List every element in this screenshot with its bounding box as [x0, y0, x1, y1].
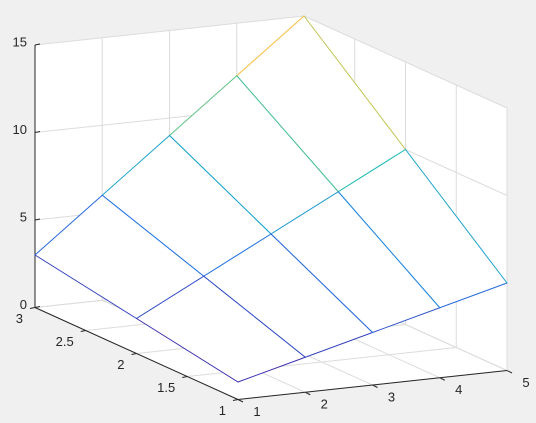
x-tick [305, 391, 311, 396]
mesh-edge [337, 191, 441, 309]
z-tick-label: 0 [20, 297, 27, 312]
mesh-edge [136, 275, 205, 319]
z-tick [34, 43, 41, 46]
mesh-face [169, 75, 339, 234]
mesh-face [203, 234, 373, 358]
x-axis [237, 370, 508, 400]
x-tick-label: 1 [253, 404, 260, 419]
mesh-face [136, 276, 306, 382]
x-tick [372, 384, 378, 388]
mesh-edge [34, 194, 103, 256]
mesh-edge [169, 75, 238, 136]
mesh-face [35, 195, 204, 319]
mesh-edge [169, 135, 272, 235]
mesh-edge [304, 332, 373, 358]
mesh-edge [101, 194, 205, 277]
y-tick-label: 1 [219, 403, 226, 418]
z-tick-label: 10 [13, 122, 27, 137]
mesh-edge [203, 275, 306, 358]
mesh-edge [236, 75, 339, 193]
mesh-face [271, 191, 440, 333]
z-tick-label: 5 [20, 209, 27, 224]
y-tick [29, 307, 36, 309]
x-tick-label: 3 [388, 389, 395, 404]
y-tick-label: 2.5 [56, 334, 74, 349]
x-tick-label: 2 [321, 397, 328, 412]
mesh-face [236, 16, 406, 192]
mesh-edge [237, 356, 306, 383]
y-axis [34, 307, 239, 400]
z-tick [34, 218, 41, 221]
mesh-edge [34, 254, 137, 319]
mesh-edge [372, 307, 441, 333]
mesh-edge [236, 15, 305, 77]
mesh-edge [439, 282, 508, 309]
mesh-edge [270, 191, 339, 235]
mesh-face [338, 149, 507, 308]
grid-line [303, 15, 508, 109]
z-tick [34, 131, 41, 133]
mesh-edge [303, 15, 406, 150]
mesh-edge [203, 233, 272, 277]
x-tick-label: 5 [522, 375, 529, 390]
x-tick-label: 4 [455, 382, 462, 397]
mesh-edge [101, 135, 170, 196]
x-tick [439, 377, 445, 381]
grid-line [34, 15, 305, 46]
mesh-face [102, 135, 271, 277]
y-tick-label: 3 [16, 311, 23, 326]
mesh-edge [136, 318, 239, 383]
x-tick [506, 370, 513, 374]
y-tick-label: 2 [117, 357, 124, 372]
x-tick [237, 399, 244, 403]
mesh-edge [405, 149, 508, 284]
mesh-edge [337, 149, 406, 193]
z-tick-label: 15 [13, 34, 27, 49]
y-tick-label: 1.5 [157, 380, 175, 395]
mesh-edge [270, 233, 373, 333]
